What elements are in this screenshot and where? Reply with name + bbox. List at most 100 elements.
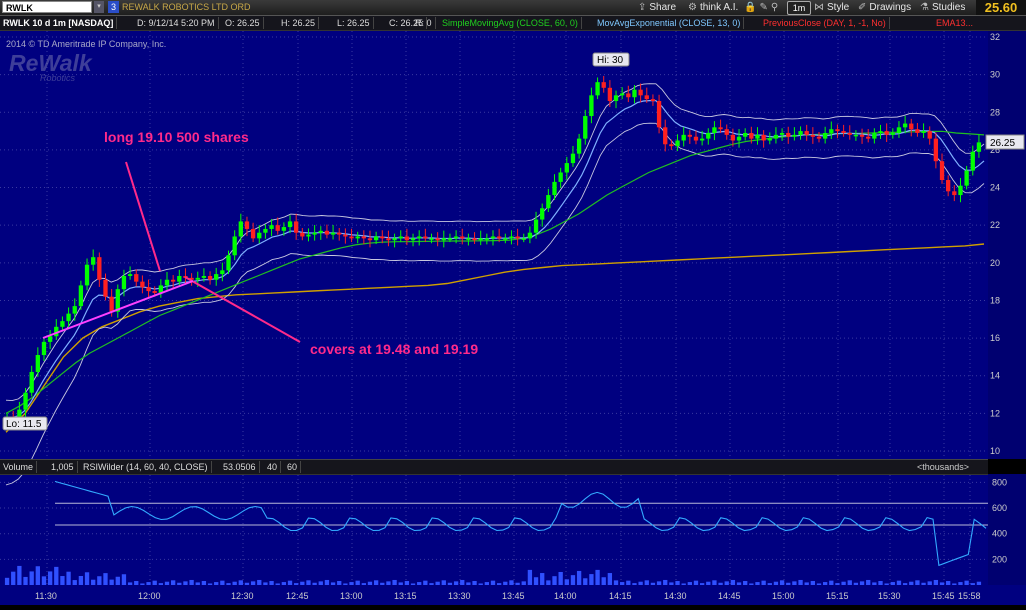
symbol-input[interactable]: RWLK	[2, 1, 92, 13]
time-tick-label: 15:45	[932, 591, 955, 601]
style-button[interactable]: ⋈ Style	[814, 2, 850, 13]
ema13-study-label[interactable]: EMA13...	[936, 18, 974, 28]
think-ai-button[interactable]: ⚙ think A.I.	[688, 2, 739, 13]
chart-grid	[0, 31, 988, 585]
rsi-value: 53.0506	[220, 461, 260, 473]
volume-bar	[718, 582, 723, 585]
link-group-badge[interactable]: 3	[108, 1, 119, 13]
volume-bar	[681, 583, 686, 585]
trade-annotations: long 19.10 500 shares covers at 19.48 an…	[42, 129, 478, 357]
candle-body	[97, 257, 102, 280]
volume-bar	[853, 582, 859, 585]
wrench-icon[interactable]: ✎	[759, 2, 768, 13]
candle-body	[792, 134, 797, 137]
volume-bar	[35, 566, 40, 585]
volume-bar	[484, 582, 490, 585]
drawings-button[interactable]: ✐ Drawings	[858, 2, 912, 13]
candle-body	[779, 132, 785, 135]
hi-marker: Hi: 30	[592, 52, 630, 67]
ema-study-label[interactable]: MovAvgExponential (CLOSE, 13, 0)	[594, 17, 745, 29]
volume-bar	[663, 579, 668, 585]
timeframe-button[interactable]: 1m	[787, 1, 811, 15]
candle-body	[453, 236, 459, 239]
volume-bar	[72, 580, 77, 585]
candle-body	[115, 289, 120, 312]
candle-body	[503, 238, 508, 240]
volume-bar	[324, 579, 330, 585]
candle-body	[373, 236, 379, 241]
volume-bar	[866, 579, 871, 585]
price-tick-label: 18	[990, 295, 1000, 305]
candle-body	[263, 228, 268, 233]
candle-body	[761, 134, 766, 141]
volume-bar	[115, 576, 120, 585]
sma-study-label[interactable]: SimpleMovingAvg (CLOSE, 60, 0)	[439, 17, 582, 29]
volume-bar	[423, 580, 428, 585]
candle-body	[275, 225, 280, 231]
volume-bar	[829, 580, 834, 585]
svg-text:ReWalk: ReWalk	[9, 50, 93, 76]
candle-body	[890, 132, 895, 135]
volume-bar	[552, 576, 557, 585]
volume-bar	[521, 581, 526, 585]
volume-bar	[693, 580, 699, 585]
chart-area[interactable]: 32 30 28 26 24 22 20 18 16 14 12 10 11:30 12:00 12:30 1…	[0, 31, 1026, 605]
volume-bar	[189, 579, 194, 585]
prev-close-line	[5, 243, 985, 433]
candle-body	[121, 275, 127, 290]
lo-label: Lo: 11.5	[6, 419, 42, 430]
candle-body	[312, 232, 317, 235]
candle-body	[884, 131, 889, 135]
volume-bar	[669, 582, 674, 585]
share-button[interactable]: ⇪ Share	[638, 2, 677, 13]
candle-body	[699, 138, 705, 141]
candle-body	[84, 264, 90, 286]
candle-body	[380, 236, 385, 239]
studies-button[interactable]: ⚗ Studies	[920, 2, 966, 13]
candle-body	[134, 274, 139, 282]
candle-body	[933, 138, 939, 162]
candle-body	[509, 236, 514, 239]
chart-svg[interactable]: 32 30 28 26 24 22 20 18 16 14 12 10 11:30 12:00 12:30 1…	[0, 31, 1026, 605]
volume-bar	[958, 582, 963, 585]
open-readout: O: 26.25	[222, 17, 264, 29]
volume-bar	[380, 582, 385, 585]
volume-bar	[170, 580, 176, 585]
volume-bar	[54, 566, 59, 585]
time-tick-label: 12:00	[138, 591, 161, 601]
volume-bar	[915, 580, 920, 585]
candle-body	[976, 142, 982, 152]
volume-bar	[435, 581, 440, 585]
rsi-study-label[interactable]: RSIWilder (14, 60, 40, CLOSE)	[80, 461, 212, 473]
time-tick-label: 12:30	[231, 591, 254, 601]
lock-icon[interactable]: 🔒	[744, 2, 757, 13]
candle-body	[816, 136, 822, 139]
volume-bar	[712, 580, 717, 585]
volume-bar	[798, 579, 803, 585]
volume-bar	[540, 573, 545, 585]
candle-body	[681, 134, 686, 141]
toolbar-icons[interactable]: 🔒 ✎ ⚲	[744, 1, 781, 14]
candle-body	[496, 236, 502, 239]
time-tick-label: 15:30	[878, 591, 901, 601]
volume-tick-label: 600	[992, 503, 1007, 513]
candle-body	[533, 219, 539, 233]
lo-marker: Lo: 11.5	[2, 416, 48, 431]
search-icon[interactable]: ⚲	[770, 2, 779, 13]
symbol-timeframe-label[interactable]: RWLK 10 d 1m [NASDAQ]	[0, 17, 118, 29]
time-tick-label: 13:30	[448, 591, 471, 601]
band-envelope	[5, 83, 985, 486]
candle-body	[540, 208, 545, 220]
time-axis-bg	[0, 585, 1026, 605]
symbol-dropdown-icon[interactable]: ▾	[94, 1, 104, 13]
candle-body	[613, 95, 619, 101]
candle-body	[41, 341, 47, 356]
volume-value: 1,005	[48, 461, 78, 473]
volume-bar	[496, 583, 502, 585]
volume-bar	[810, 581, 816, 585]
volume-label[interactable]: Volume	[0, 461, 38, 473]
prev-close-study-label[interactable]: PreviousClose (DAY, 1, -1, No)	[760, 17, 890, 29]
volume-bar	[921, 582, 926, 585]
candle-body	[650, 99, 656, 101]
candle-body	[490, 236, 496, 239]
